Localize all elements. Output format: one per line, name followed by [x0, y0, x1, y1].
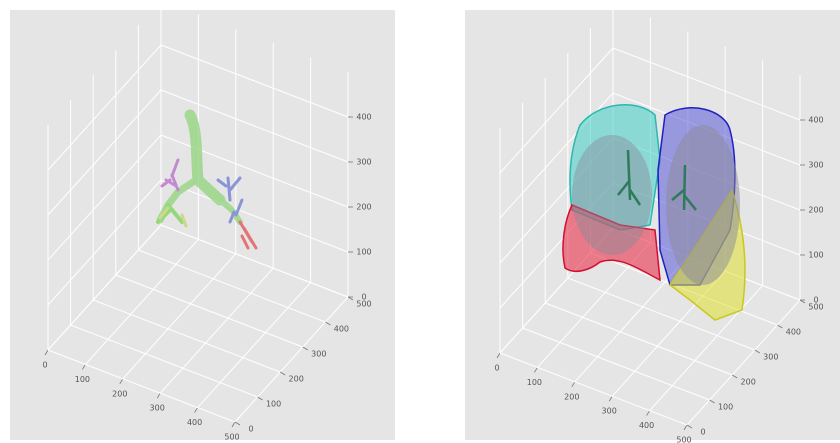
x-tick-label: 200: [112, 389, 127, 398]
z-tick-label: 400: [808, 116, 823, 125]
x-tick-label: 400: [187, 418, 202, 427]
x-tick-label: 500: [224, 433, 239, 442]
y-tick-label: 0: [700, 428, 705, 437]
lung-lobe: [666, 125, 740, 285]
y-tick-label: 300: [763, 353, 778, 362]
y-tick-label: 0: [248, 425, 253, 434]
figure: 0 100 200 300 400 500 0 100 200 300 400 500 0 100 200 3…: [0, 0, 840, 443]
y-tick-label: 300: [311, 350, 326, 359]
z-tick-label: 0: [361, 293, 366, 302]
y-tick-label: 400: [786, 328, 801, 337]
x-tick-label: 0: [494, 364, 499, 373]
z-tick-label: 400: [356, 113, 371, 122]
z-tick-label: 300: [356, 158, 371, 167]
lung-lobe: [572, 135, 652, 255]
x-tick-label: 500: [676, 436, 691, 443]
x-tick-label: 200: [564, 392, 579, 401]
y-tick-label: 200: [741, 378, 756, 387]
x-tick-label: 400: [639, 421, 654, 430]
x-tick-label: 100: [75, 375, 90, 384]
z-tick-label: 0: [813, 296, 818, 305]
x-tick-label: 0: [42, 361, 47, 370]
y-tick-label: 100: [718, 403, 733, 412]
x-tick-label: 300: [150, 404, 165, 413]
y-tick-label: 200: [289, 375, 304, 384]
z-tick-label: 200: [808, 206, 823, 215]
y-tick-label: 400: [334, 325, 349, 334]
z-tick-label: 100: [808, 251, 823, 260]
z-tick-label: 100: [356, 248, 371, 257]
y-tick-label: 100: [266, 400, 281, 409]
panel-background: [465, 10, 840, 440]
x-tick-label: 300: [602, 407, 617, 416]
x-tick-label: 100: [527, 378, 542, 387]
z-tick-label: 300: [808, 161, 823, 170]
z-tick-label: 200: [356, 203, 371, 212]
